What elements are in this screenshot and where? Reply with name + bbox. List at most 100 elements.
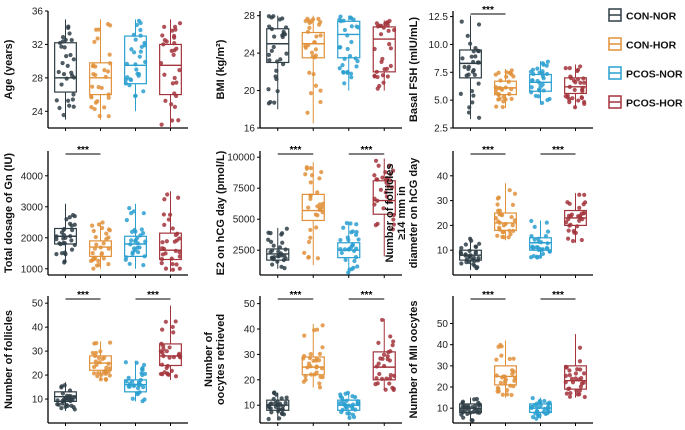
data-point <box>501 230 506 235</box>
box-iqr <box>89 62 112 96</box>
data-point <box>69 70 74 75</box>
data-point <box>142 40 147 46</box>
data-point <box>69 38 74 43</box>
data-point <box>69 403 74 408</box>
data-point <box>466 72 471 77</box>
data-point <box>320 345 325 350</box>
data-point <box>161 343 166 349</box>
box-pcos-hor <box>564 192 588 244</box>
data-point <box>278 57 283 62</box>
data-point <box>581 211 586 216</box>
box-iqr <box>159 43 182 96</box>
data-point <box>510 368 515 373</box>
data-point <box>544 220 549 225</box>
data-point <box>337 66 342 71</box>
data-point <box>459 261 464 266</box>
data-point <box>566 228 571 233</box>
data-point <box>531 253 536 259</box>
data-point <box>473 244 478 249</box>
data-point <box>62 250 67 255</box>
data-point <box>567 66 572 71</box>
significance-label: *** <box>290 290 302 301</box>
box-con-hor <box>89 19 113 120</box>
data-point <box>281 31 287 36</box>
y-tick-label: 16 <box>244 124 256 135</box>
data-point <box>543 233 549 239</box>
data-point <box>342 27 348 33</box>
y-tick-label: 20 <box>32 371 44 382</box>
data-point <box>582 394 587 400</box>
data-point <box>535 255 540 260</box>
data-point <box>173 374 179 379</box>
data-point <box>340 63 345 68</box>
data-point <box>137 245 142 250</box>
data-point <box>540 61 545 66</box>
data-point <box>101 241 106 246</box>
data-point <box>267 58 272 63</box>
data-point <box>303 377 308 382</box>
data-point <box>477 241 482 246</box>
box-pcos-nor <box>337 390 361 420</box>
data-point <box>308 235 313 240</box>
data-point <box>577 218 582 223</box>
data-point <box>56 69 61 75</box>
data-point <box>567 201 572 206</box>
data-point <box>318 374 323 380</box>
data-point <box>348 221 353 226</box>
significance-label: *** <box>552 145 564 156</box>
data-point <box>266 416 271 422</box>
data-point <box>271 243 276 248</box>
legend-label: CON-HOR <box>626 40 677 52</box>
data-point <box>65 403 70 408</box>
y-tick-label: 30 <box>32 347 44 358</box>
box-con-hor <box>493 68 517 110</box>
data-point <box>166 217 171 222</box>
data-point <box>385 74 390 79</box>
significance-label: *** <box>482 145 494 156</box>
data-point <box>176 118 181 123</box>
box-con-hor <box>493 183 518 241</box>
data-point <box>270 262 275 267</box>
y-tick-label: 24 <box>32 107 44 118</box>
data-point <box>303 172 308 177</box>
data-point <box>70 97 75 102</box>
data-point <box>107 52 112 57</box>
data-point <box>350 412 356 417</box>
data-point <box>583 200 588 205</box>
data-point <box>530 415 536 420</box>
y-tick-label: 4000 <box>21 171 44 182</box>
data-point <box>567 373 572 378</box>
data-point <box>311 358 316 363</box>
data-point <box>530 244 535 249</box>
data-point <box>106 114 111 119</box>
data-point <box>161 212 166 217</box>
data-point <box>529 234 534 239</box>
data-point <box>164 349 169 354</box>
data-point <box>267 24 272 29</box>
data-point <box>355 59 360 64</box>
data-point <box>348 71 354 76</box>
y-tick-label: 20 <box>437 221 449 232</box>
y-axis-title: Age (years) <box>3 39 15 99</box>
data-point <box>133 239 138 244</box>
data-point <box>495 196 500 201</box>
box-iqr <box>301 193 325 222</box>
legend-item: CON-NOR <box>608 8 677 23</box>
data-point <box>91 266 96 271</box>
data-point <box>317 381 322 386</box>
data-point <box>279 232 284 237</box>
data-point <box>383 190 388 195</box>
legend-label: PCOS-NOR <box>626 69 683 81</box>
data-point <box>495 385 500 391</box>
data-point <box>91 63 96 68</box>
data-point <box>391 222 397 227</box>
y-tick-label: 40 <box>32 323 44 334</box>
data-point <box>535 66 540 71</box>
data-point <box>464 259 469 265</box>
data-point <box>268 230 273 236</box>
data-point <box>381 206 386 211</box>
data-point <box>545 59 550 64</box>
data-point <box>134 67 139 72</box>
data-point <box>569 376 575 381</box>
box-iqr <box>337 20 361 59</box>
